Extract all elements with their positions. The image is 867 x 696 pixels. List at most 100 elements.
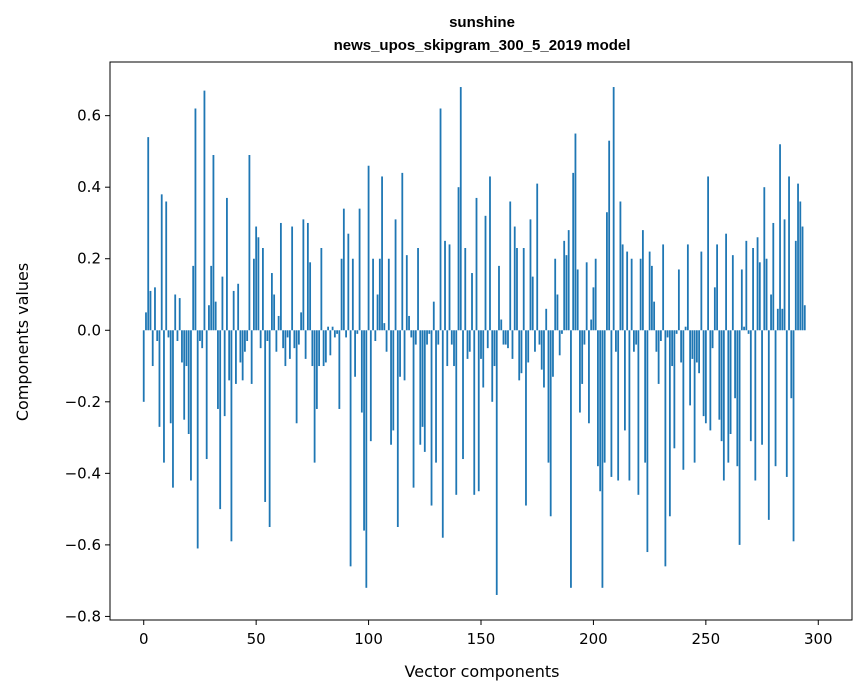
bar [340, 258, 343, 331]
bar [664, 330, 667, 567]
bar [226, 197, 228, 331]
bar [196, 330, 199, 549]
bar [644, 330, 647, 463]
bar [671, 330, 674, 367]
bar [149, 290, 152, 331]
bar [185, 330, 188, 367]
bar [176, 330, 179, 341]
bar [439, 108, 442, 331]
bar [241, 330, 244, 381]
bar [799, 201, 802, 331]
bar [448, 244, 451, 331]
y-tick-label: 0.6 [77, 107, 101, 125]
bar [525, 330, 527, 506]
bar [565, 255, 568, 331]
bar [396, 330, 399, 527]
bar [597, 330, 599, 467]
bar [342, 208, 345, 331]
bar [446, 330, 449, 367]
bar [761, 330, 763, 445]
bar [309, 262, 312, 331]
bar [527, 330, 530, 363]
bar [626, 251, 629, 331]
bar [538, 330, 541, 345]
bar [160, 194, 163, 331]
bar [221, 276, 224, 331]
bar [549, 330, 552, 517]
y-tick-label: 0.2 [77, 250, 101, 268]
bar [502, 330, 505, 345]
bar [648, 251, 651, 331]
bar [381, 176, 383, 331]
bar [509, 201, 512, 331]
bar [693, 330, 696, 463]
bar [297, 330, 300, 345]
y-tick-label: −0.2 [65, 393, 101, 411]
x-tick-label: 100 [354, 630, 383, 648]
bar [601, 330, 604, 588]
bar [385, 330, 388, 352]
bar [781, 308, 784, 331]
bar [259, 330, 262, 349]
bar [329, 330, 332, 356]
bar [228, 330, 231, 381]
bar [480, 330, 482, 359]
bar [801, 226, 804, 331]
bar [376, 294, 379, 331]
bar [426, 330, 428, 345]
bar [163, 330, 165, 463]
bar [520, 330, 523, 374]
bar [390, 330, 392, 445]
bar [151, 330, 154, 367]
bar [192, 265, 195, 331]
bar [178, 298, 181, 331]
bar [675, 330, 678, 334]
bar [763, 187, 766, 331]
bar [392, 330, 395, 431]
bar [302, 219, 305, 331]
bar [457, 187, 460, 331]
bar [374, 330, 377, 341]
bar [212, 155, 215, 331]
bar [365, 330, 368, 588]
bar [617, 330, 620, 481]
bar [655, 330, 658, 352]
bar [621, 244, 624, 331]
bar [279, 222, 282, 331]
bar [684, 326, 687, 331]
x-tick-label: 150 [467, 630, 496, 648]
bar [286, 330, 289, 338]
bar [603, 330, 606, 463]
bar [167, 330, 170, 338]
bar [700, 251, 703, 331]
bar [156, 330, 159, 341]
bar [489, 176, 491, 331]
bar [788, 176, 790, 331]
bar [356, 330, 359, 334]
bar [419, 330, 422, 445]
bar [668, 330, 671, 517]
bar [633, 330, 635, 352]
bar [722, 330, 725, 481]
bar [749, 330, 752, 442]
bar [552, 330, 554, 377]
bar [223, 330, 226, 417]
bar [743, 326, 745, 331]
bar [322, 330, 325, 367]
bar [495, 330, 498, 595]
bar [711, 330, 714, 349]
bar [147, 137, 150, 331]
plot-frame [109, 61, 853, 621]
bar [689, 330, 692, 406]
bar [165, 201, 168, 331]
bar [239, 330, 242, 363]
bar [707, 176, 709, 331]
bar [639, 258, 642, 331]
bar [473, 330, 476, 495]
bar [327, 326, 329, 331]
bar [232, 290, 235, 331]
bar [145, 312, 147, 331]
bar [315, 330, 318, 409]
bar [444, 240, 446, 331]
bar [556, 294, 559, 331]
